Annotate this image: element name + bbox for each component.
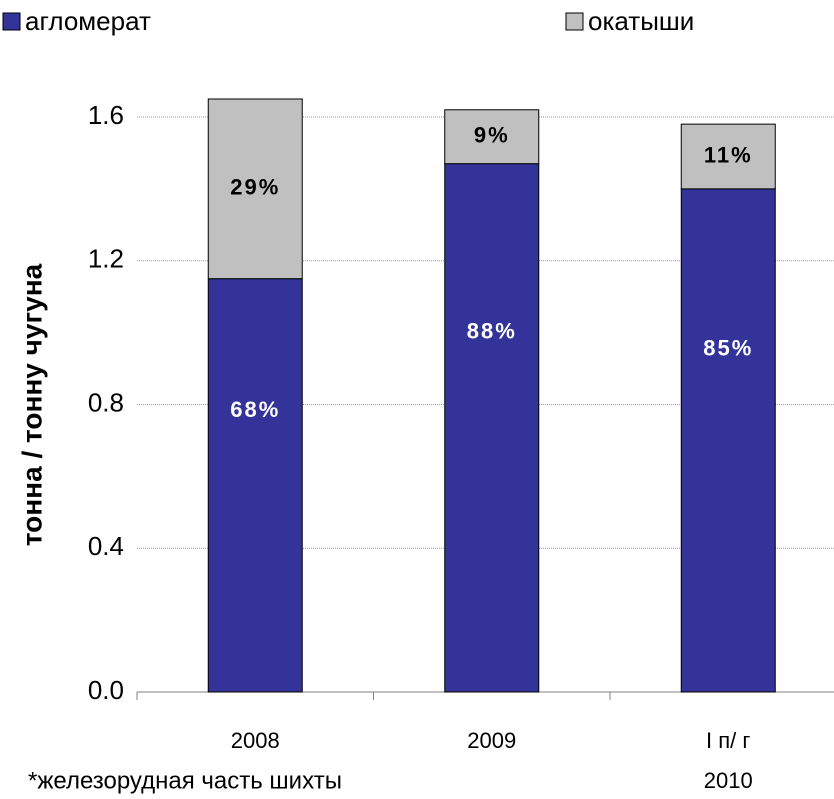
- bar-segment: [207, 98, 303, 280]
- bar-segment: [680, 188, 776, 693]
- y-tick-label: 0.8: [88, 387, 124, 417]
- y-tick-label: 1.2: [88, 244, 124, 274]
- segment-label: 29%: [230, 175, 280, 200]
- y-tick-label: 1.6: [88, 100, 124, 130]
- legend-label: окатыши: [588, 6, 694, 36]
- bar-segment: [444, 109, 540, 165]
- bar-segment: [207, 278, 303, 693]
- segment-label: 88%: [467, 319, 517, 344]
- segment-label: 9%: [474, 123, 510, 148]
- y-axis-label: тонна / тонну чугуна: [16, 263, 47, 546]
- legend-swatch: [2, 12, 21, 31]
- footnote: *железорудная часть шихты: [28, 767, 342, 794]
- x-tick-label: 2009: [467, 728, 516, 753]
- bar-segment: [680, 123, 776, 190]
- legend-swatch: [565, 12, 584, 31]
- segment-label: 68%: [230, 397, 280, 422]
- x-tick-label: 2008: [231, 728, 280, 753]
- x-tick-label: 2010: [704, 768, 753, 793]
- x-tick-label: I п/ г: [706, 728, 750, 753]
- bar-segment: [444, 163, 540, 693]
- y-tick-label: 0.0: [88, 675, 124, 705]
- segment-label: 11%: [704, 142, 753, 167]
- legend-label: агломерат: [25, 6, 151, 36]
- y-tick-label: 0.4: [88, 531, 124, 561]
- segment-label: 85%: [703, 336, 753, 361]
